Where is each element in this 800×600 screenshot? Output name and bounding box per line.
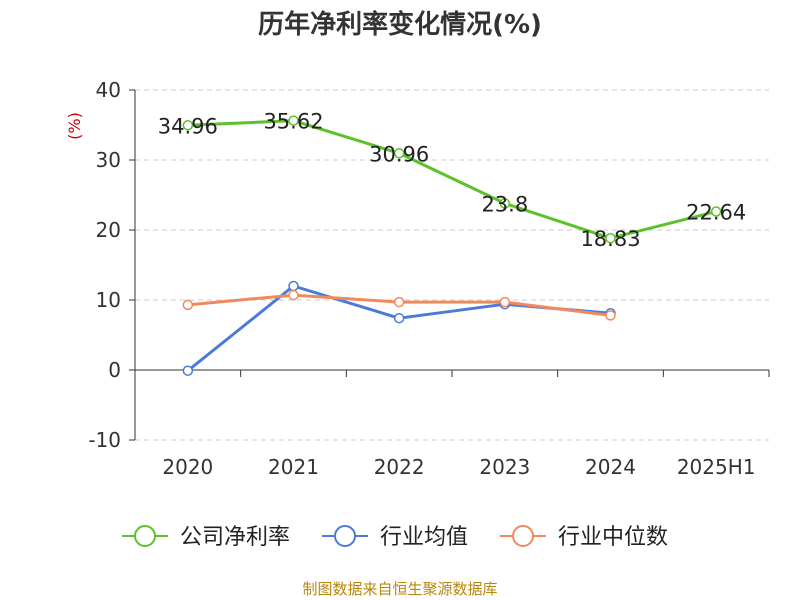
legend-label: 行业中位数	[558, 525, 668, 550]
data-point	[288, 115, 299, 126]
data-label: 18.83	[580, 227, 640, 251]
data-point	[499, 198, 511, 209]
x-tick-label: 2023	[479, 455, 530, 479]
data-label: 30.96	[369, 142, 429, 166]
data-label: 34.96	[158, 114, 218, 138]
data-point	[288, 289, 299, 301]
x-tick-label: 2025H1	[677, 455, 756, 479]
x-tick-label: 2021	[268, 455, 319, 479]
data-point	[393, 296, 405, 308]
data-point	[182, 120, 194, 131]
legend-marker	[512, 525, 534, 547]
data-point	[499, 296, 511, 308]
y-axis-label: (%)	[65, 112, 84, 140]
legend-label: 公司净利率	[180, 525, 290, 550]
y-tick-label: 20	[96, 218, 121, 242]
data-point	[710, 206, 722, 217]
data-point	[605, 310, 616, 321]
chart-title: 历年净利率变化情况(%)	[258, 10, 542, 40]
x-tick-label: 2024	[585, 455, 636, 479]
y-tick-label: 0	[108, 358, 121, 382]
legend-marker	[134, 525, 156, 547]
legend-marker	[334, 525, 356, 547]
source-note: 制图数据来自恒生聚源数据库	[302, 580, 498, 598]
data-label: 23.8	[481, 192, 528, 216]
data-label: 35.62	[263, 110, 323, 134]
y-tick-label: -10	[88, 428, 121, 452]
data-label: 22.64	[686, 201, 746, 225]
data-point	[288, 280, 299, 292]
legend-label: 行业均值	[380, 525, 468, 550]
y-tick-label: 30	[96, 148, 121, 172]
y-tick-label: 10	[96, 288, 121, 312]
series-line	[187, 119, 717, 240]
x-tick-label: 2020	[162, 455, 213, 479]
data-point	[393, 312, 405, 324]
data-point	[605, 232, 616, 244]
y-tick-label: 40	[96, 78, 121, 102]
data-point	[182, 299, 194, 311]
x-tick-label: 2022	[374, 455, 425, 479]
data-point	[393, 148, 405, 159]
data-point	[182, 365, 194, 376]
